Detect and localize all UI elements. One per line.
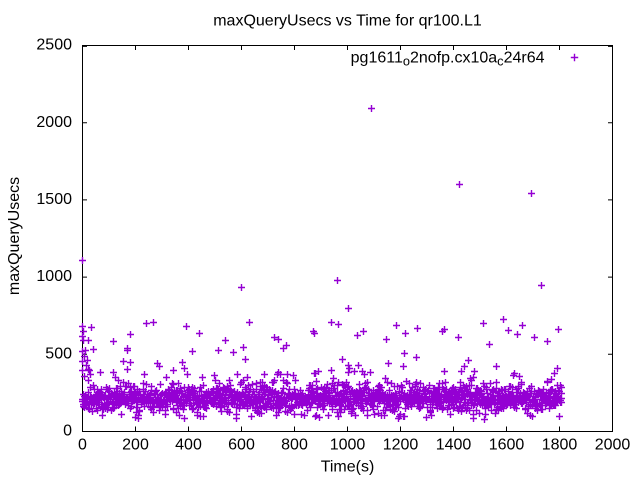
svg-text:maxQueryUsecs: maxQueryUsecs [6, 177, 23, 295]
svg-text:1000: 1000 [330, 437, 366, 454]
svg-text:2000: 2000 [595, 437, 631, 454]
svg-text:0: 0 [78, 437, 87, 454]
svg-text:1000: 1000 [36, 268, 72, 285]
svg-text:1400: 1400 [436, 437, 472, 454]
svg-text:1500: 1500 [36, 191, 72, 208]
svg-text:0: 0 [63, 423, 72, 440]
svg-text:1800: 1800 [542, 437, 578, 454]
svg-text:400: 400 [175, 437, 202, 454]
svg-text:2500: 2500 [36, 37, 72, 54]
svg-text:500: 500 [45, 345, 72, 362]
svg-text:maxQueryUsecs vs Time for qr10: maxQueryUsecs vs Time for qr100.L1 [213, 13, 482, 30]
svg-text:2000: 2000 [36, 114, 72, 131]
svg-text:1200: 1200 [383, 437, 419, 454]
svg-text:1600: 1600 [489, 437, 525, 454]
svg-text:pg1611o2nofp.cx10ac24r64: pg1611o2nofp.cx10ac24r64 [351, 50, 545, 69]
svg-text:800: 800 [281, 437, 308, 454]
svg-text:600: 600 [228, 437, 255, 454]
svg-text:Time(s): Time(s) [321, 459, 375, 476]
svg-text:200: 200 [122, 437, 149, 454]
